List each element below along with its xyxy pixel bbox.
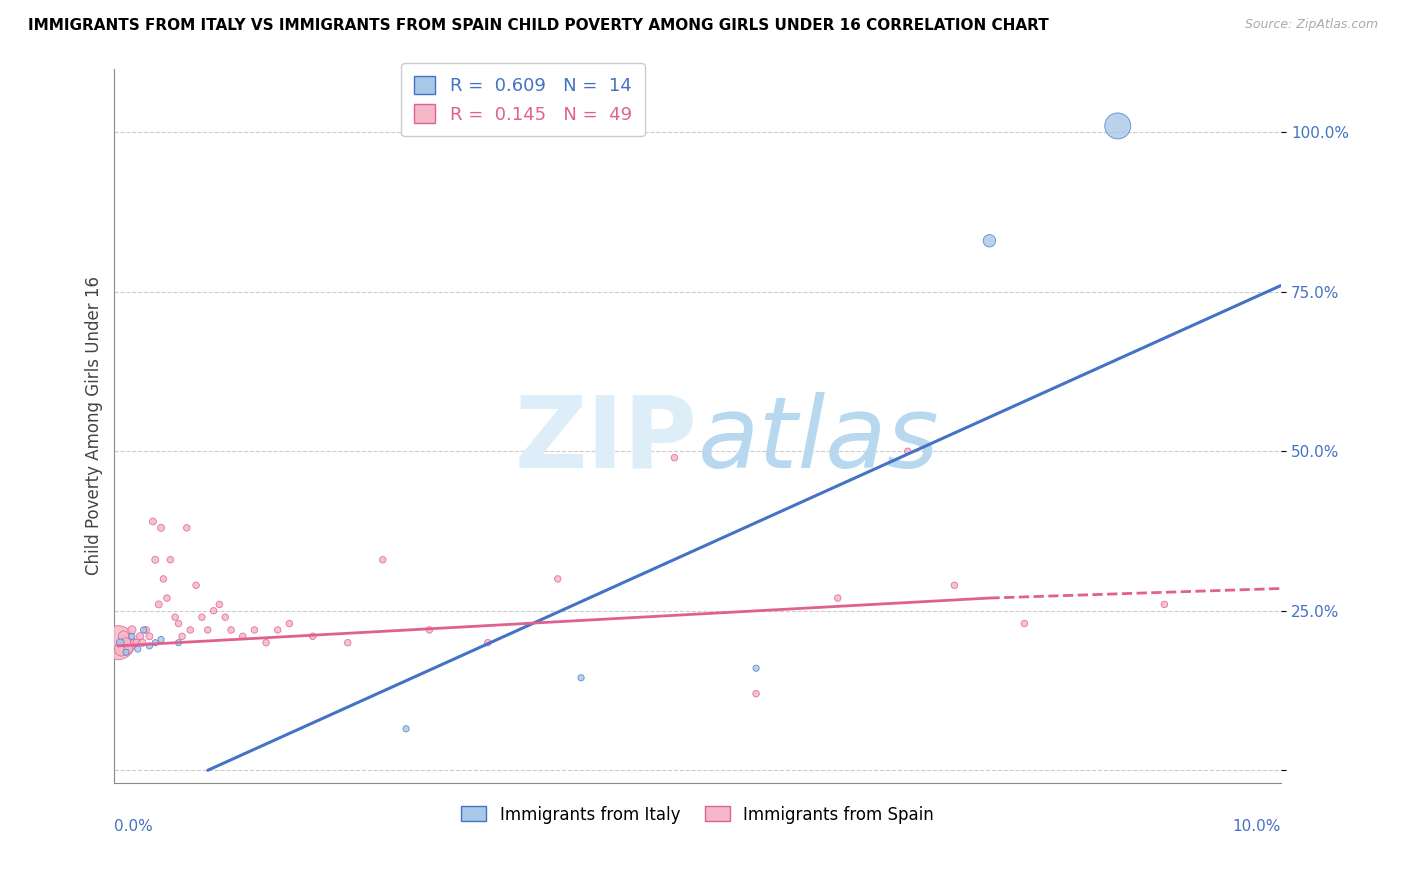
- Point: [121, 623, 143, 637]
- Point: [214, 610, 236, 624]
- Point: [165, 610, 187, 624]
- Point: [159, 553, 181, 567]
- Point: [172, 629, 194, 643]
- Point: [547, 572, 569, 586]
- Point: [745, 661, 768, 675]
- Y-axis label: Child Poverty Among Girls Under 16: Child Poverty Among Girls Under 16: [86, 277, 103, 575]
- Point: [110, 642, 132, 657]
- Point: [745, 687, 768, 701]
- Point: [129, 629, 152, 643]
- Point: [1107, 119, 1129, 133]
- Point: [132, 623, 155, 637]
- Point: [1014, 616, 1036, 631]
- Point: [301, 629, 323, 643]
- Text: Source: ZipAtlas.com: Source: ZipAtlas.com: [1244, 18, 1378, 31]
- Point: [827, 591, 849, 605]
- Point: [138, 639, 160, 653]
- Point: [143, 636, 166, 650]
- Point: [107, 636, 129, 650]
- Point: [243, 623, 266, 637]
- Point: [150, 632, 173, 647]
- Point: [943, 578, 966, 592]
- Text: IMMIGRANTS FROM ITALY VS IMMIGRANTS FROM SPAIN CHILD POVERTY AMONG GIRLS UNDER 1: IMMIGRANTS FROM ITALY VS IMMIGRANTS FROM…: [28, 18, 1049, 33]
- Point: [418, 623, 440, 637]
- Point: [117, 642, 139, 657]
- Point: [121, 629, 143, 643]
- Point: [156, 591, 179, 605]
- Point: [336, 636, 359, 650]
- Point: [122, 636, 145, 650]
- Point: [897, 444, 920, 458]
- Text: 0.0%: 0.0%: [114, 819, 153, 834]
- Point: [152, 572, 174, 586]
- Point: [135, 623, 157, 637]
- Point: [131, 636, 153, 650]
- Point: [979, 234, 1001, 248]
- Text: 10.0%: 10.0%: [1233, 819, 1281, 834]
- Point: [191, 610, 214, 624]
- Point: [477, 636, 499, 650]
- Point: [197, 623, 219, 637]
- Point: [202, 604, 225, 618]
- Point: [127, 642, 149, 657]
- Point: [115, 636, 138, 650]
- Point: [208, 598, 231, 612]
- Point: [254, 636, 277, 650]
- Point: [150, 521, 173, 535]
- Point: [371, 553, 394, 567]
- Point: [278, 616, 301, 631]
- Point: [184, 578, 207, 592]
- Point: [176, 521, 198, 535]
- Point: [232, 629, 254, 643]
- Point: [395, 722, 418, 736]
- Point: [115, 645, 138, 659]
- Point: [112, 629, 135, 643]
- Point: [142, 515, 165, 529]
- Legend: Immigrants from Italy, Immigrants from Spain: Immigrants from Italy, Immigrants from S…: [453, 797, 942, 832]
- Point: [167, 636, 190, 650]
- Point: [167, 616, 190, 631]
- Point: [125, 636, 148, 650]
- Point: [1153, 598, 1175, 612]
- Point: [569, 671, 592, 685]
- Point: [110, 636, 132, 650]
- Point: [267, 623, 290, 637]
- Text: ZIP: ZIP: [515, 392, 697, 489]
- Point: [219, 623, 242, 637]
- Point: [664, 450, 686, 465]
- Point: [148, 598, 170, 612]
- Text: atlas: atlas: [697, 392, 939, 489]
- Point: [179, 623, 201, 637]
- Point: [138, 629, 160, 643]
- Point: [143, 553, 166, 567]
